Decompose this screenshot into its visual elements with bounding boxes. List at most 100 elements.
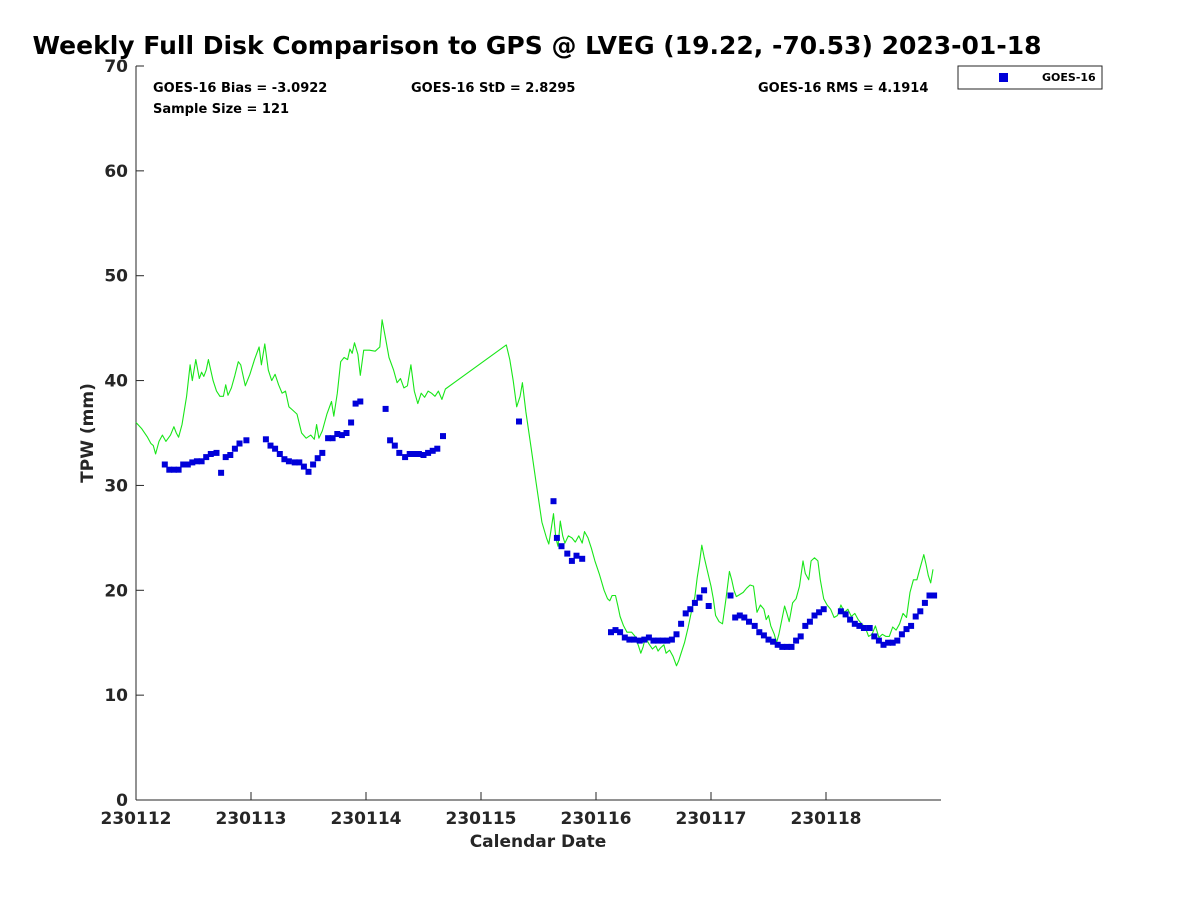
goes-16-point [811,612,818,619]
goes-16-point [783,643,790,650]
goes-16-point [645,634,652,641]
goes-16-point [402,454,409,461]
goes-16-point [617,629,624,636]
goes-16-point [184,461,191,468]
y-tick-label: 50 [104,267,128,287]
goes-16-point [636,637,643,644]
x-tick-label: 230118 [791,809,862,829]
goes-16-point [243,437,250,444]
goes-16-point [272,445,279,452]
goes-16-point [334,431,341,437]
goes-16-point [170,466,177,473]
goes-16-point [387,437,394,444]
x-tick-label: 230114 [331,809,402,829]
goes-16-point [837,608,844,615]
goes-16-point [770,638,777,645]
goes-16-point [682,610,689,617]
goes-16-point [579,555,586,562]
goes-16-point [550,498,557,505]
goes-16-point [338,432,345,439]
goes-16-point [343,430,350,436]
goes-16-point [678,620,685,627]
goes-16-point [806,618,813,625]
x-axis: 230112 230113 230114 230115 230116 230117 2301… [101,792,862,829]
goes-16-point [779,643,786,650]
goes-16-point [797,633,804,640]
chart-title: Weekly Full Disk Comparison to GPS @ LVE… [32,31,1041,60]
goes-16-point [608,629,614,636]
y-tick-label: 60 [104,162,128,182]
goes-16-point [931,592,938,599]
goes-16-point [705,603,712,609]
goes-16-point [227,452,234,458]
goes-16-point [741,614,748,621]
goes-16-point [898,631,905,638]
goes-16-point [573,552,580,559]
goes-16-point [222,454,229,461]
goes-16-point [746,618,752,625]
goes-16-point [926,592,933,599]
x-axis-label: Calendar Date [470,832,607,852]
goes-16-point [329,435,336,442]
goes-16-point [842,611,849,618]
goes-16-point [875,637,882,644]
goes-16-point [193,458,200,465]
goes-16-point [420,452,427,458]
x-tick-label: 230113 [216,809,287,829]
goes-16-point [885,639,892,646]
goes-16-point [917,608,924,615]
goes-16-point [860,625,867,631]
goes-16-point [411,451,418,457]
goes-16-point [696,594,703,601]
goes-16-point [391,442,398,449]
goes-16-point [774,641,781,648]
goes-16-point [180,461,187,468]
goes-16-point [396,449,403,456]
goes-16-point [281,456,288,463]
goes-16-point [276,451,283,457]
std-stat: GOES-16 StD = 2.8295 [411,81,575,96]
goes-16-point [516,418,522,425]
goes-16-point [319,449,326,456]
goes-16-point [765,636,772,643]
x-tick-label: 230115 [446,809,517,829]
goes-16-point [348,419,355,426]
goes-16-point [903,626,910,633]
goes-16-point [406,451,413,457]
legend: GOES-16 [957,65,1103,90]
goes-16-point [908,622,915,629]
goes-16-point [203,454,210,461]
goes-16-point [912,613,919,620]
y-axis: 0 10 20 30 40 50 60 70 [104,57,144,811]
goes-16-point [655,637,662,644]
goes-16-point [760,632,767,639]
goes-16-point [296,459,303,466]
goes-16-point [847,616,854,623]
y-tick-label: 40 [104,372,128,392]
goes-16-point [751,622,758,629]
goes-16-point [866,625,873,631]
goes-16-point [641,636,648,643]
goes-16-point [727,592,734,599]
goes-16-point [429,447,436,454]
goes-16-point [198,458,205,465]
goes-16-point [415,451,422,457]
goes-16-point [701,587,708,594]
goes-16-point [880,641,887,648]
goes-16-point [816,609,823,616]
goes-16-point [434,445,441,452]
goes-16-point [218,469,225,476]
goes-16-point [687,606,694,613]
goes-16-point [231,445,238,452]
goes-16-point [802,622,809,629]
goes-16-point [732,614,739,621]
legend-marker [999,73,1008,82]
goes-16-point [382,405,389,412]
goes-16-point [889,639,896,646]
goes-16-point [310,461,317,468]
goes-16-point [568,557,575,564]
y-tick-label: 30 [104,476,128,496]
goes-16-point [921,599,928,606]
legend-label: GOES-16 [1042,71,1096,84]
goes-16-point [305,468,312,475]
